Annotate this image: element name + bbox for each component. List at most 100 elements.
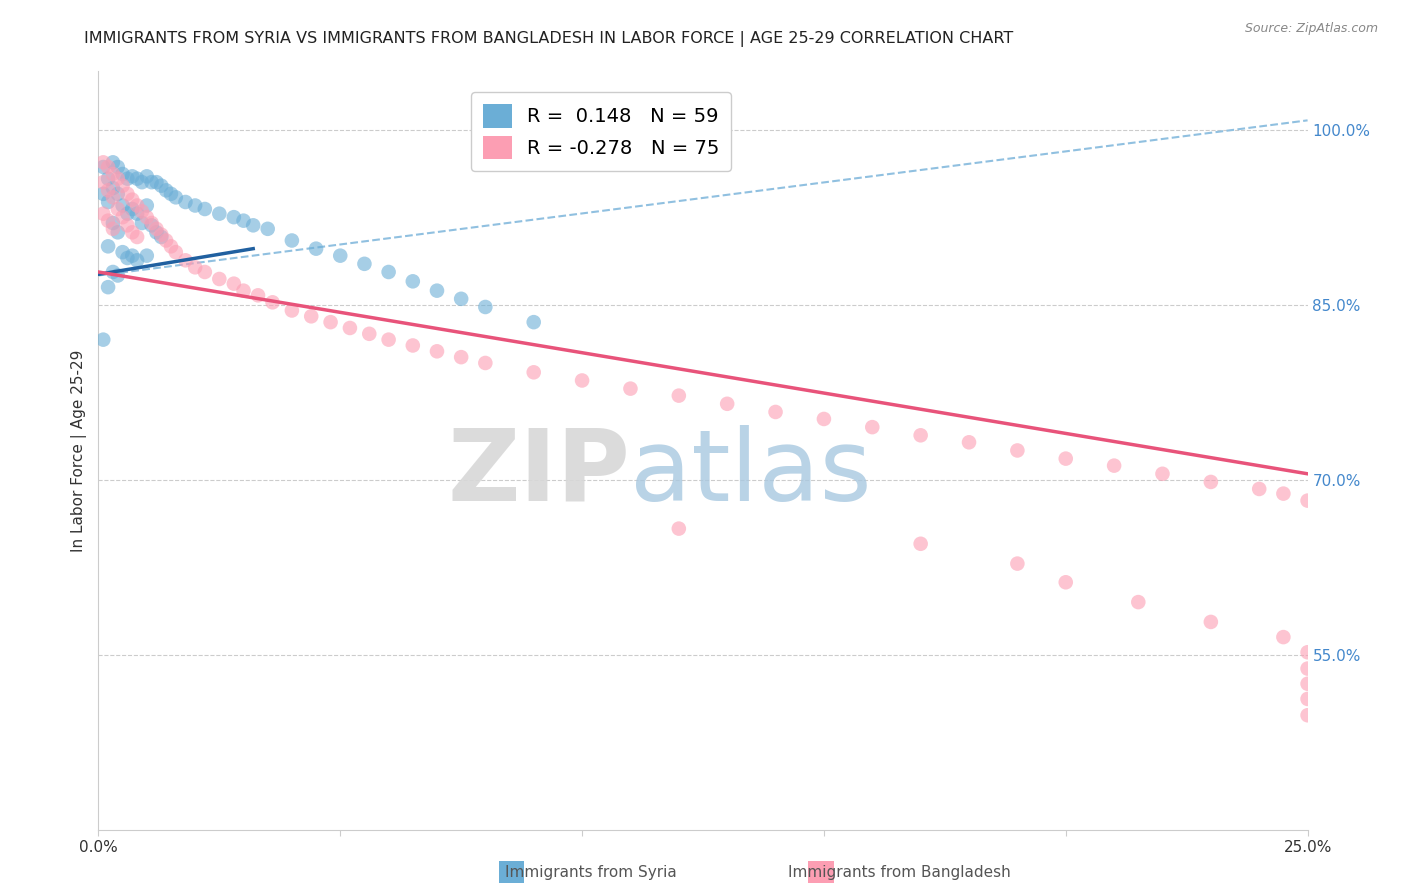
Point: [97, 160, 120, 174]
Point: [127, 253, 149, 268]
Point: [121, 225, 143, 239]
Point: [765, 405, 787, 419]
Point: [165, 245, 187, 260]
Point: [1152, 467, 1174, 481]
Point: [1272, 486, 1295, 500]
Point: [1199, 615, 1222, 629]
Point: [668, 522, 690, 536]
Text: Source: ZipAtlas.com: Source: ZipAtlas.com: [1244, 22, 1378, 36]
Point: [127, 207, 149, 221]
Point: [1199, 475, 1222, 489]
Point: [117, 171, 139, 186]
Point: [101, 167, 124, 181]
Point: [155, 234, 177, 248]
Point: [160, 186, 183, 201]
Point: [184, 198, 207, 212]
Text: ZIP: ZIP: [447, 425, 630, 522]
Point: [619, 382, 641, 396]
Point: [377, 333, 399, 347]
Point: [1296, 677, 1319, 691]
Point: [135, 249, 157, 263]
Point: [121, 169, 143, 184]
Point: [131, 216, 153, 230]
Point: [131, 204, 153, 219]
Point: [281, 303, 304, 318]
Point: [97, 194, 120, 209]
Point: [262, 295, 284, 310]
Point: [117, 251, 139, 265]
Point: [91, 160, 114, 174]
Point: [107, 268, 129, 283]
Point: [135, 198, 157, 212]
Point: [150, 227, 173, 242]
Point: [319, 315, 342, 329]
Point: [523, 315, 546, 329]
Point: [101, 222, 124, 236]
Point: [910, 428, 932, 442]
Point: [523, 365, 546, 379]
Point: [353, 257, 375, 271]
Point: [1054, 575, 1077, 590]
Point: [135, 210, 157, 224]
Point: [101, 216, 124, 230]
Point: [117, 219, 139, 233]
Point: [107, 202, 129, 216]
Point: [91, 333, 114, 347]
Text: Immigrants from Bangladesh: Immigrants from Bangladesh: [789, 865, 1011, 880]
Point: [155, 183, 177, 197]
Point: [256, 222, 278, 236]
Point: [1296, 493, 1319, 508]
Point: [329, 249, 352, 263]
Point: [127, 171, 149, 186]
Point: [194, 202, 217, 216]
Point: [91, 175, 114, 189]
Point: [474, 356, 496, 370]
Point: [232, 213, 254, 227]
Point: [402, 274, 425, 288]
Point: [813, 412, 835, 426]
Point: [121, 202, 143, 216]
Point: [860, 420, 883, 434]
Point: [121, 249, 143, 263]
Point: [107, 160, 129, 174]
Point: [145, 225, 167, 239]
Point: [305, 242, 328, 256]
Point: [1249, 482, 1271, 496]
Point: [222, 277, 245, 291]
Y-axis label: In Labor Force | Age 25-29: In Labor Force | Age 25-29: [72, 350, 87, 551]
Point: [107, 186, 129, 201]
Point: [97, 213, 120, 227]
Point: [450, 292, 472, 306]
Point: [97, 280, 120, 294]
Point: [426, 344, 449, 359]
Point: [127, 198, 149, 212]
Point: [716, 397, 738, 411]
Point: [141, 219, 163, 233]
Point: [117, 207, 139, 221]
Point: [101, 265, 124, 279]
Point: [145, 222, 167, 236]
Point: [111, 178, 134, 193]
Point: [232, 284, 254, 298]
Point: [145, 175, 167, 189]
Point: [127, 230, 149, 244]
Point: [299, 310, 322, 324]
Point: [165, 190, 187, 204]
Point: [101, 190, 124, 204]
Point: [1128, 595, 1150, 609]
Point: [107, 171, 129, 186]
Point: [97, 239, 120, 253]
Point: [1102, 458, 1125, 473]
Point: [97, 183, 120, 197]
Point: [91, 155, 114, 169]
Text: Immigrants from Syria: Immigrants from Syria: [505, 865, 676, 880]
Text: IMMIGRANTS FROM SYRIA VS IMMIGRANTS FROM BANGLADESH IN LABOR FORCE | AGE 25-29 C: IMMIGRANTS FROM SYRIA VS IMMIGRANTS FROM…: [84, 31, 1014, 47]
Point: [111, 210, 134, 224]
Point: [135, 169, 157, 184]
Point: [91, 207, 114, 221]
Point: [174, 194, 197, 209]
Point: [107, 225, 129, 239]
Point: [141, 175, 163, 189]
Point: [117, 186, 139, 201]
Point: [1007, 443, 1029, 458]
